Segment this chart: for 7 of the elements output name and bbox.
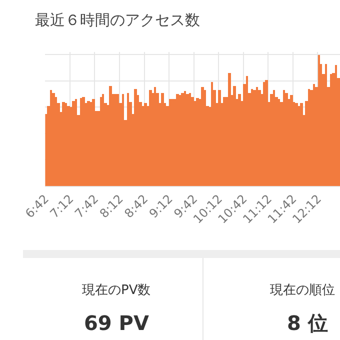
text: 現在のPV数 xyxy=(82,283,151,298)
bar xyxy=(127,93,130,186)
bar xyxy=(122,94,124,186)
text: 8 位 xyxy=(287,311,328,335)
chart-title: 最近６時間のアクセス数 xyxy=(35,11,200,29)
text: 69 PV xyxy=(84,311,150,335)
text: 現在の順位 xyxy=(270,283,335,298)
